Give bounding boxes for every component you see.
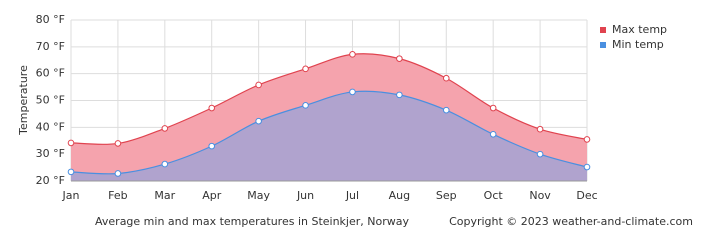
x-tick-label: Mar: [154, 189, 175, 202]
point-marker: [208, 142, 216, 150]
x-tick-label: Jun: [296, 189, 314, 202]
point-marker: [349, 88, 356, 96]
y-tick-label: 80 °F: [36, 13, 65, 26]
point-marker: [255, 117, 262, 125]
x-tick-label: Sep: [436, 189, 457, 202]
point-marker: [536, 150, 544, 158]
x-tick-label: Aug: [389, 189, 410, 202]
legend-label: Min temp: [612, 38, 664, 51]
x-tick-label: Apr: [202, 189, 222, 202]
caption: Average min and max temperatures in Stei…: [95, 215, 409, 228]
point-marker: [114, 140, 122, 147]
copyright: Copyright © 2023 weather-and-climate.com: [449, 215, 693, 228]
y-tick-label: 60 °F: [36, 67, 65, 80]
point-marker: [396, 91, 403, 99]
legend-swatch: [600, 42, 606, 48]
point-marker: [583, 163, 591, 171]
point-marker: [255, 81, 262, 89]
point-marker: [536, 125, 544, 133]
point-marker: [67, 139, 75, 147]
point-marker: [161, 160, 169, 168]
y-tick-label: 50 °F: [36, 94, 65, 107]
x-tick-label: Oct: [484, 189, 504, 202]
x-tick-label: Dec: [576, 189, 597, 202]
line: [70, 90, 588, 175]
point-marker: [442, 106, 450, 114]
point-marker: [302, 102, 309, 109]
point-marker: [442, 74, 450, 82]
point-marker: [161, 125, 169, 132]
x-tick-label: Jul: [345, 189, 359, 202]
y-tick-label: 40 °F: [36, 120, 65, 133]
chart: Temperature Average min and max temperat…: [17, 13, 693, 228]
x-tick-label: Jan: [62, 189, 80, 202]
point-marker: [302, 65, 309, 73]
x-tick-label: May: [247, 189, 270, 202]
point-marker: [114, 170, 122, 177]
y-tick-label: 30 °F: [36, 147, 65, 160]
legend-label: Max temp: [612, 23, 667, 36]
point-marker: [208, 104, 216, 112]
y-axis-label: Temperature: [17, 65, 30, 136]
point-marker: [489, 104, 497, 112]
point-marker: [67, 168, 75, 176]
x-tick-label: Feb: [108, 189, 127, 202]
point-marker: [396, 55, 403, 62]
y-tick-label: 20 °F: [36, 174, 65, 187]
point-marker: [489, 131, 497, 138]
legend-swatch: [600, 27, 606, 33]
point-marker: [583, 136, 591, 143]
point-marker: [349, 51, 356, 58]
y-tick-label: 70 °F: [36, 40, 65, 53]
line: [70, 53, 588, 145]
area: [71, 91, 587, 181]
x-tick-label: Nov: [529, 189, 551, 202]
